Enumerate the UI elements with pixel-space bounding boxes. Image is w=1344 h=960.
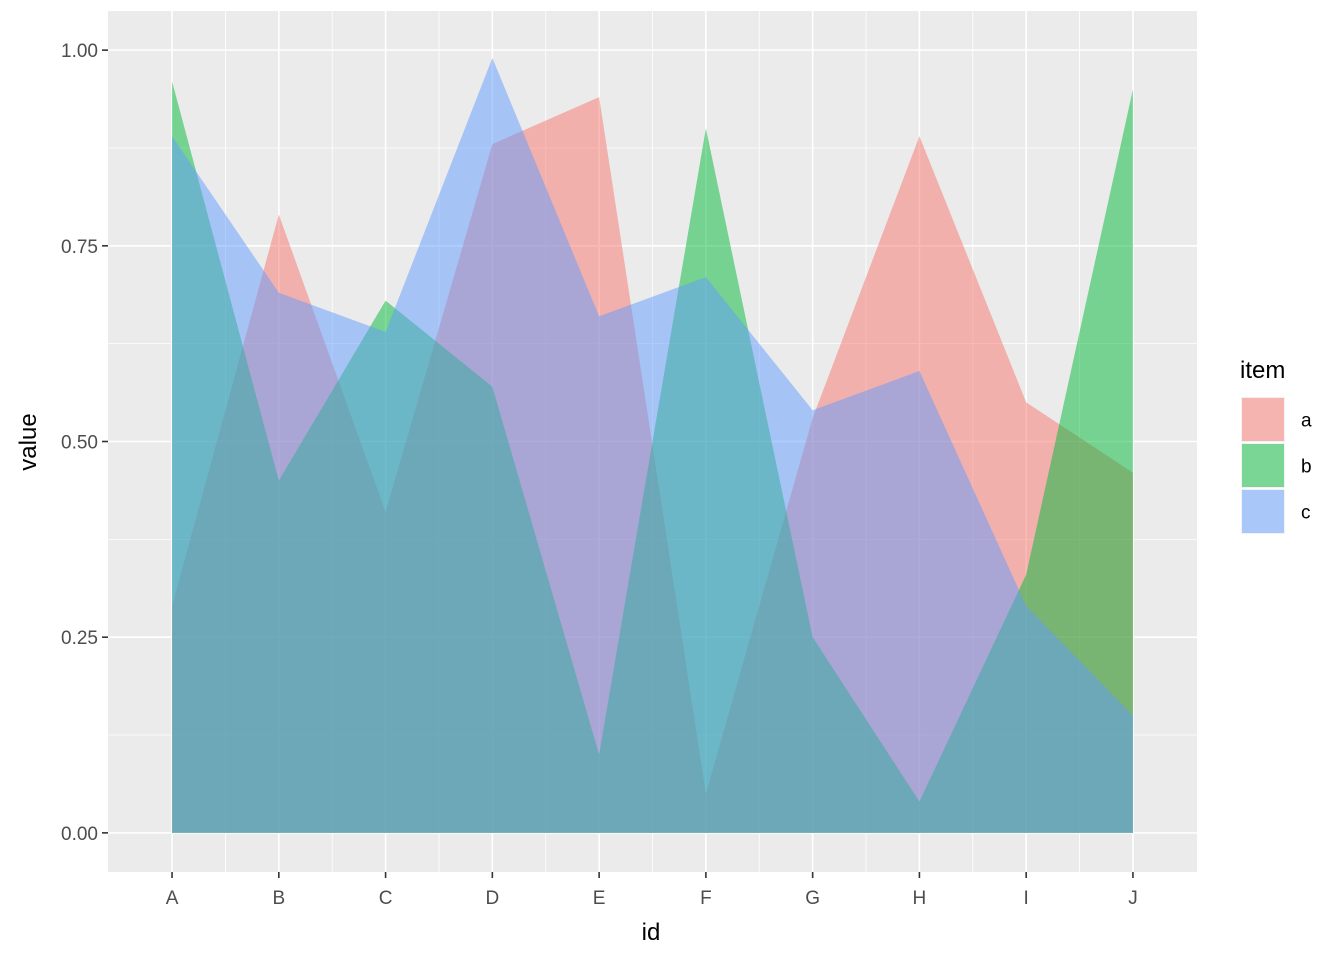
legend-label-c: c: [1301, 503, 1311, 524]
x-tick-label: J: [1128, 888, 1138, 909]
y-axis-title: value: [15, 413, 42, 470]
x-tick-label: B: [272, 888, 285, 909]
x-tick-label: C: [379, 888, 393, 909]
x-axis: A B C D E F G H I J: [166, 872, 1138, 909]
x-tick-label: D: [485, 888, 499, 909]
legend-key-b: [1242, 444, 1284, 487]
legend: item a b c: [1240, 357, 1312, 534]
legend-label-a: a: [1301, 411, 1312, 432]
x-tick-label: I: [1024, 888, 1029, 909]
y-tick-label: 0.50: [61, 433, 98, 454]
y-tick-label: 0.00: [61, 824, 98, 845]
x-tick-label: G: [805, 888, 820, 909]
y-tick-label: 0.75: [61, 237, 98, 258]
legend-title: item: [1240, 357, 1285, 384]
y-tick-label: 1.00: [61, 41, 98, 62]
legend-label-b: b: [1301, 457, 1312, 478]
x-tick-label: E: [593, 888, 606, 909]
legend-key-c: [1242, 490, 1284, 533]
legend-key-a: [1242, 398, 1284, 441]
y-tick-label: 0.25: [61, 628, 98, 649]
y-axis: 0.00 0.25 0.50 0.75 1.00: [61, 41, 108, 845]
x-tick-label: H: [913, 888, 927, 909]
x-axis-title: id: [642, 919, 661, 946]
x-tick-label: A: [166, 888, 179, 909]
x-tick-label: F: [700, 888, 712, 909]
area-series-c: [172, 57, 1133, 833]
area-series-layer: [172, 57, 1133, 833]
